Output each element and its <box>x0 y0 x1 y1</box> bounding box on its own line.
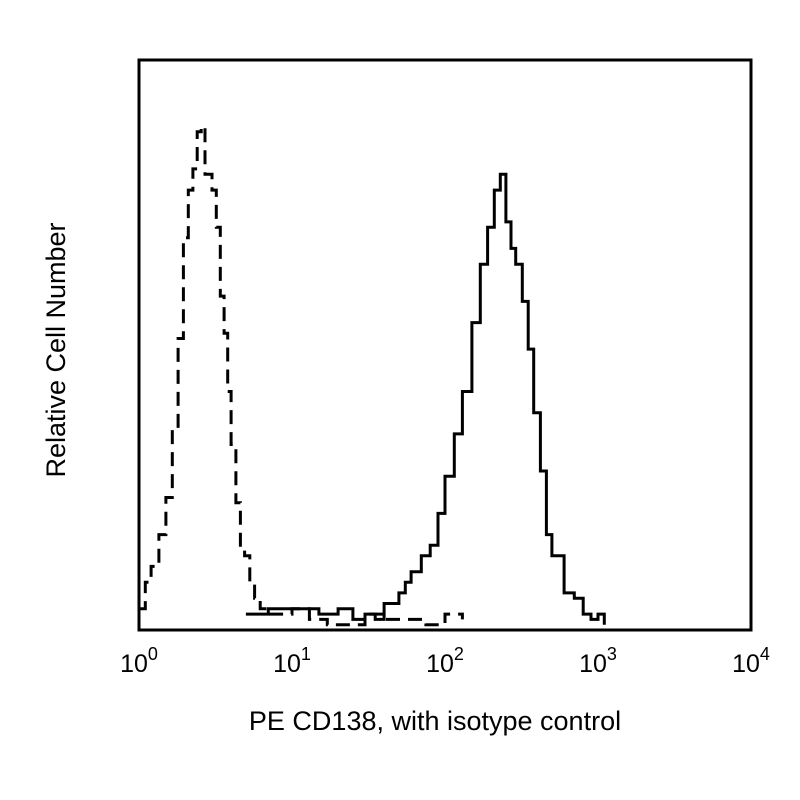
x-tick-base: 10 <box>579 650 607 678</box>
series-layer <box>139 125 606 627</box>
x-tick-base: 10 <box>273 650 301 678</box>
x-tick-label: 102 <box>426 644 464 678</box>
isotype-control-histogram <box>139 125 464 627</box>
x-tick-base: 10 <box>426 650 454 678</box>
x-tick-label: 101 <box>273 644 311 678</box>
x-tick-labels: 100 101 102 103 104 <box>120 644 770 678</box>
x-tick-exponent: 1 <box>301 644 311 664</box>
cd138-histogram <box>245 172 606 625</box>
plot-frame <box>137 58 753 632</box>
x-tick-label: 103 <box>579 644 617 678</box>
x-axis-title: PE CD138, with isotype control <box>249 706 621 736</box>
x-tick-exponent: 2 <box>454 644 464 664</box>
y-axis-title: Relative Cell Number <box>41 222 71 477</box>
x-tick-exponent: 0 <box>148 644 158 664</box>
x-tick-label: 100 <box>120 644 158 678</box>
x-tick-base: 10 <box>732 650 760 678</box>
x-tick-exponent: 4 <box>760 644 770 664</box>
x-tick-label: 104 <box>732 644 770 678</box>
x-tick-exponent: 3 <box>607 644 617 664</box>
x-tick-base: 10 <box>120 650 148 678</box>
